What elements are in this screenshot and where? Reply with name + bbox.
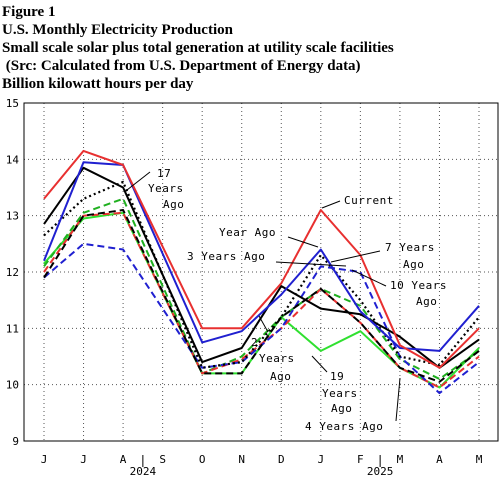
annotation-label: Year Ago (219, 226, 276, 239)
y-tick-label: 13 (6, 210, 19, 223)
annotation-label: 3 Years Ago (187, 250, 265, 263)
chart-subtitle: Small scale solar plus total generation … (2, 40, 394, 56)
x-tick-label: O (199, 453, 206, 466)
annotation-label: 10 Years (390, 279, 447, 292)
series-line-4-years-ago (43, 209, 480, 383)
series-line-17-years-ago (43, 197, 480, 380)
annotation-leader (351, 269, 387, 287)
series-line-7-years-ago (43, 242, 480, 395)
annotation-label: Ago (270, 370, 291, 383)
x-tick-label: J (318, 453, 325, 466)
year-label: 2024 (130, 465, 157, 477)
x-tick-label: A (436, 453, 443, 466)
annotation-label: Years (259, 352, 295, 365)
series-line-3-years-ago (43, 180, 480, 369)
annotation-label: 19 (330, 370, 344, 383)
series-line-year-ago (43, 161, 480, 352)
y-tick-label: 11 (6, 322, 19, 335)
annotation-label: Years (148, 182, 184, 195)
x-tick-label: M (476, 453, 483, 466)
annotation-label: Years (322, 387, 358, 400)
x-tick-label: N (238, 453, 245, 466)
y-tick-label: 12 (6, 266, 19, 279)
annotation-label: Current (344, 194, 394, 207)
x-tick-label: D (278, 453, 285, 466)
annotation-label: 4 Years Ago (305, 420, 383, 433)
figure-titles: Figure 1 U.S. Monthly Electricity Produc… (2, 3, 500, 93)
y-tick-label: 10 (6, 379, 19, 392)
y-tick-label: 15 (6, 97, 19, 110)
annotation-label: 17 (157, 167, 171, 180)
x-tick-label: A (120, 453, 127, 466)
annotation-leader (395, 377, 401, 422)
annotation-label: 2 (251, 336, 258, 349)
annotation-leader (311, 355, 328, 373)
year-label: 2025 (367, 465, 394, 477)
series-line-2-years-ago (43, 166, 480, 369)
annotation-label: Ago (403, 258, 424, 271)
x-tick-label: S (159, 453, 166, 466)
annotation-leader (258, 315, 269, 333)
x-tick-label: M (397, 453, 404, 466)
annotation-label: 7 Years (385, 241, 435, 254)
chart-source: (Src: Calculated from U.S. Department of… (2, 58, 361, 74)
series-line-10-years-ago (43, 211, 480, 389)
figure-label: Figure 1 (2, 4, 56, 20)
annotation-label: Ago (163, 198, 184, 211)
series-line-current (43, 149, 480, 369)
plot-frame (23, 102, 499, 442)
annotation-label: Ago (416, 295, 437, 308)
x-tick-label: J (41, 453, 48, 466)
annotation-leader (126, 171, 151, 191)
annotation-label: Ago (331, 402, 352, 415)
annotation-leader (321, 200, 341, 209)
annotation-leader (330, 250, 381, 263)
annotation-leader (275, 261, 347, 267)
chart-title: U.S. Monthly Electricity Production (2, 22, 233, 38)
y-tick-label: 14 (6, 153, 20, 166)
x-tick-label: J (80, 453, 87, 466)
y-tick-label: 9 (12, 435, 19, 448)
chart-units: Billion kilowatt hours per day (2, 76, 194, 92)
annotation-leader (287, 236, 319, 248)
x-tick-label: F (357, 453, 364, 466)
